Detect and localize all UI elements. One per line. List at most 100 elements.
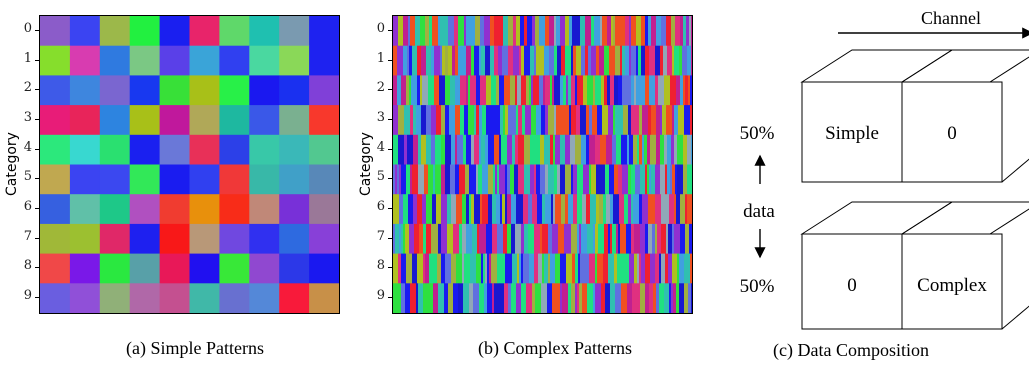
stripe — [581, 45, 586, 76]
y-tick-label: 0 — [376, 20, 385, 36]
stripe — [462, 223, 467, 255]
stripe — [477, 223, 480, 255]
stripe — [683, 75, 686, 106]
heatmap-cell — [219, 45, 250, 76]
stripe — [606, 194, 611, 225]
stripe — [437, 253, 442, 284]
stripe — [479, 283, 485, 313]
stripe — [398, 134, 405, 165]
stripe — [534, 45, 537, 76]
stripe — [683, 134, 688, 165]
stripe — [413, 105, 417, 136]
stripe — [641, 16, 646, 47]
stripe — [481, 45, 486, 76]
stripe — [399, 194, 404, 225]
stripe — [494, 45, 499, 76]
stripe — [445, 164, 451, 195]
complex-pattern-heatmap — [392, 15, 693, 314]
stripe — [566, 75, 569, 106]
stripe — [568, 283, 572, 313]
stripe — [431, 105, 437, 136]
stripe — [478, 164, 483, 195]
stripe — [664, 283, 670, 313]
stripe — [482, 105, 487, 136]
stripe — [468, 75, 471, 106]
stripe — [619, 194, 625, 225]
stripe — [601, 283, 606, 313]
heatmap-cell — [249, 253, 280, 284]
stripe — [534, 223, 539, 255]
stripe — [607, 75, 611, 106]
stripe — [401, 253, 407, 284]
stripe — [593, 283, 596, 313]
stripe — [614, 253, 618, 284]
stripe — [470, 75, 477, 106]
stripe — [490, 105, 497, 136]
heatmap-cell — [129, 253, 161, 284]
stripe — [495, 164, 498, 195]
y-tick-label: 5 — [23, 169, 32, 185]
stripe — [514, 164, 519, 195]
stripe — [393, 194, 400, 225]
stripe — [645, 75, 650, 106]
heatmap-cell — [189, 164, 220, 195]
stripe — [453, 223, 460, 255]
stripe — [649, 45, 656, 76]
stripe — [435, 134, 442, 165]
stripe — [507, 164, 511, 195]
stripe — [652, 223, 656, 255]
stripe — [628, 194, 632, 225]
stripe — [669, 194, 675, 225]
stripe — [525, 105, 532, 136]
heatmap-cell — [99, 253, 131, 284]
stripe — [639, 75, 646, 106]
stripe — [666, 16, 672, 47]
stripe — [510, 75, 516, 106]
stripe — [639, 253, 642, 284]
stripe — [518, 164, 525, 195]
stripe — [511, 194, 517, 225]
stripe — [502, 194, 506, 225]
stripe — [544, 253, 549, 284]
stripe — [680, 75, 684, 106]
stripe — [562, 283, 569, 313]
stripe — [503, 16, 509, 47]
stripe — [448, 45, 453, 76]
stripe — [503, 253, 506, 284]
stripe — [676, 283, 680, 313]
stripe — [613, 194, 620, 225]
stripe — [524, 223, 529, 255]
stripe — [586, 134, 590, 165]
stripe — [621, 134, 628, 165]
caption-c: (c) Data Composition — [773, 340, 929, 361]
stripe — [431, 134, 436, 165]
stripe — [636, 75, 640, 106]
stripe — [691, 45, 692, 76]
stripe — [663, 194, 670, 225]
stripe — [674, 134, 678, 165]
stripe — [655, 223, 658, 255]
stripe — [573, 45, 577, 76]
stripe — [589, 253, 596, 284]
heatmap-cell — [189, 194, 220, 225]
stripe — [403, 194, 409, 225]
stripe — [566, 253, 573, 284]
stripe — [622, 75, 627, 106]
stripe — [464, 105, 469, 136]
stripe — [422, 164, 425, 195]
stripe — [561, 194, 566, 225]
stripe — [513, 16, 517, 47]
stripe — [476, 164, 479, 195]
heatmap-cell — [189, 253, 220, 284]
heatmap-cell — [249, 194, 280, 225]
stripe — [434, 45, 441, 76]
stripe — [397, 164, 400, 195]
stripe — [667, 134, 672, 165]
stripe — [393, 105, 399, 136]
stripe — [586, 194, 591, 225]
stripe — [510, 164, 515, 195]
heatmap-cell — [189, 134, 220, 165]
stripe — [405, 283, 411, 313]
stripe — [429, 16, 433, 47]
stripe — [569, 223, 572, 255]
